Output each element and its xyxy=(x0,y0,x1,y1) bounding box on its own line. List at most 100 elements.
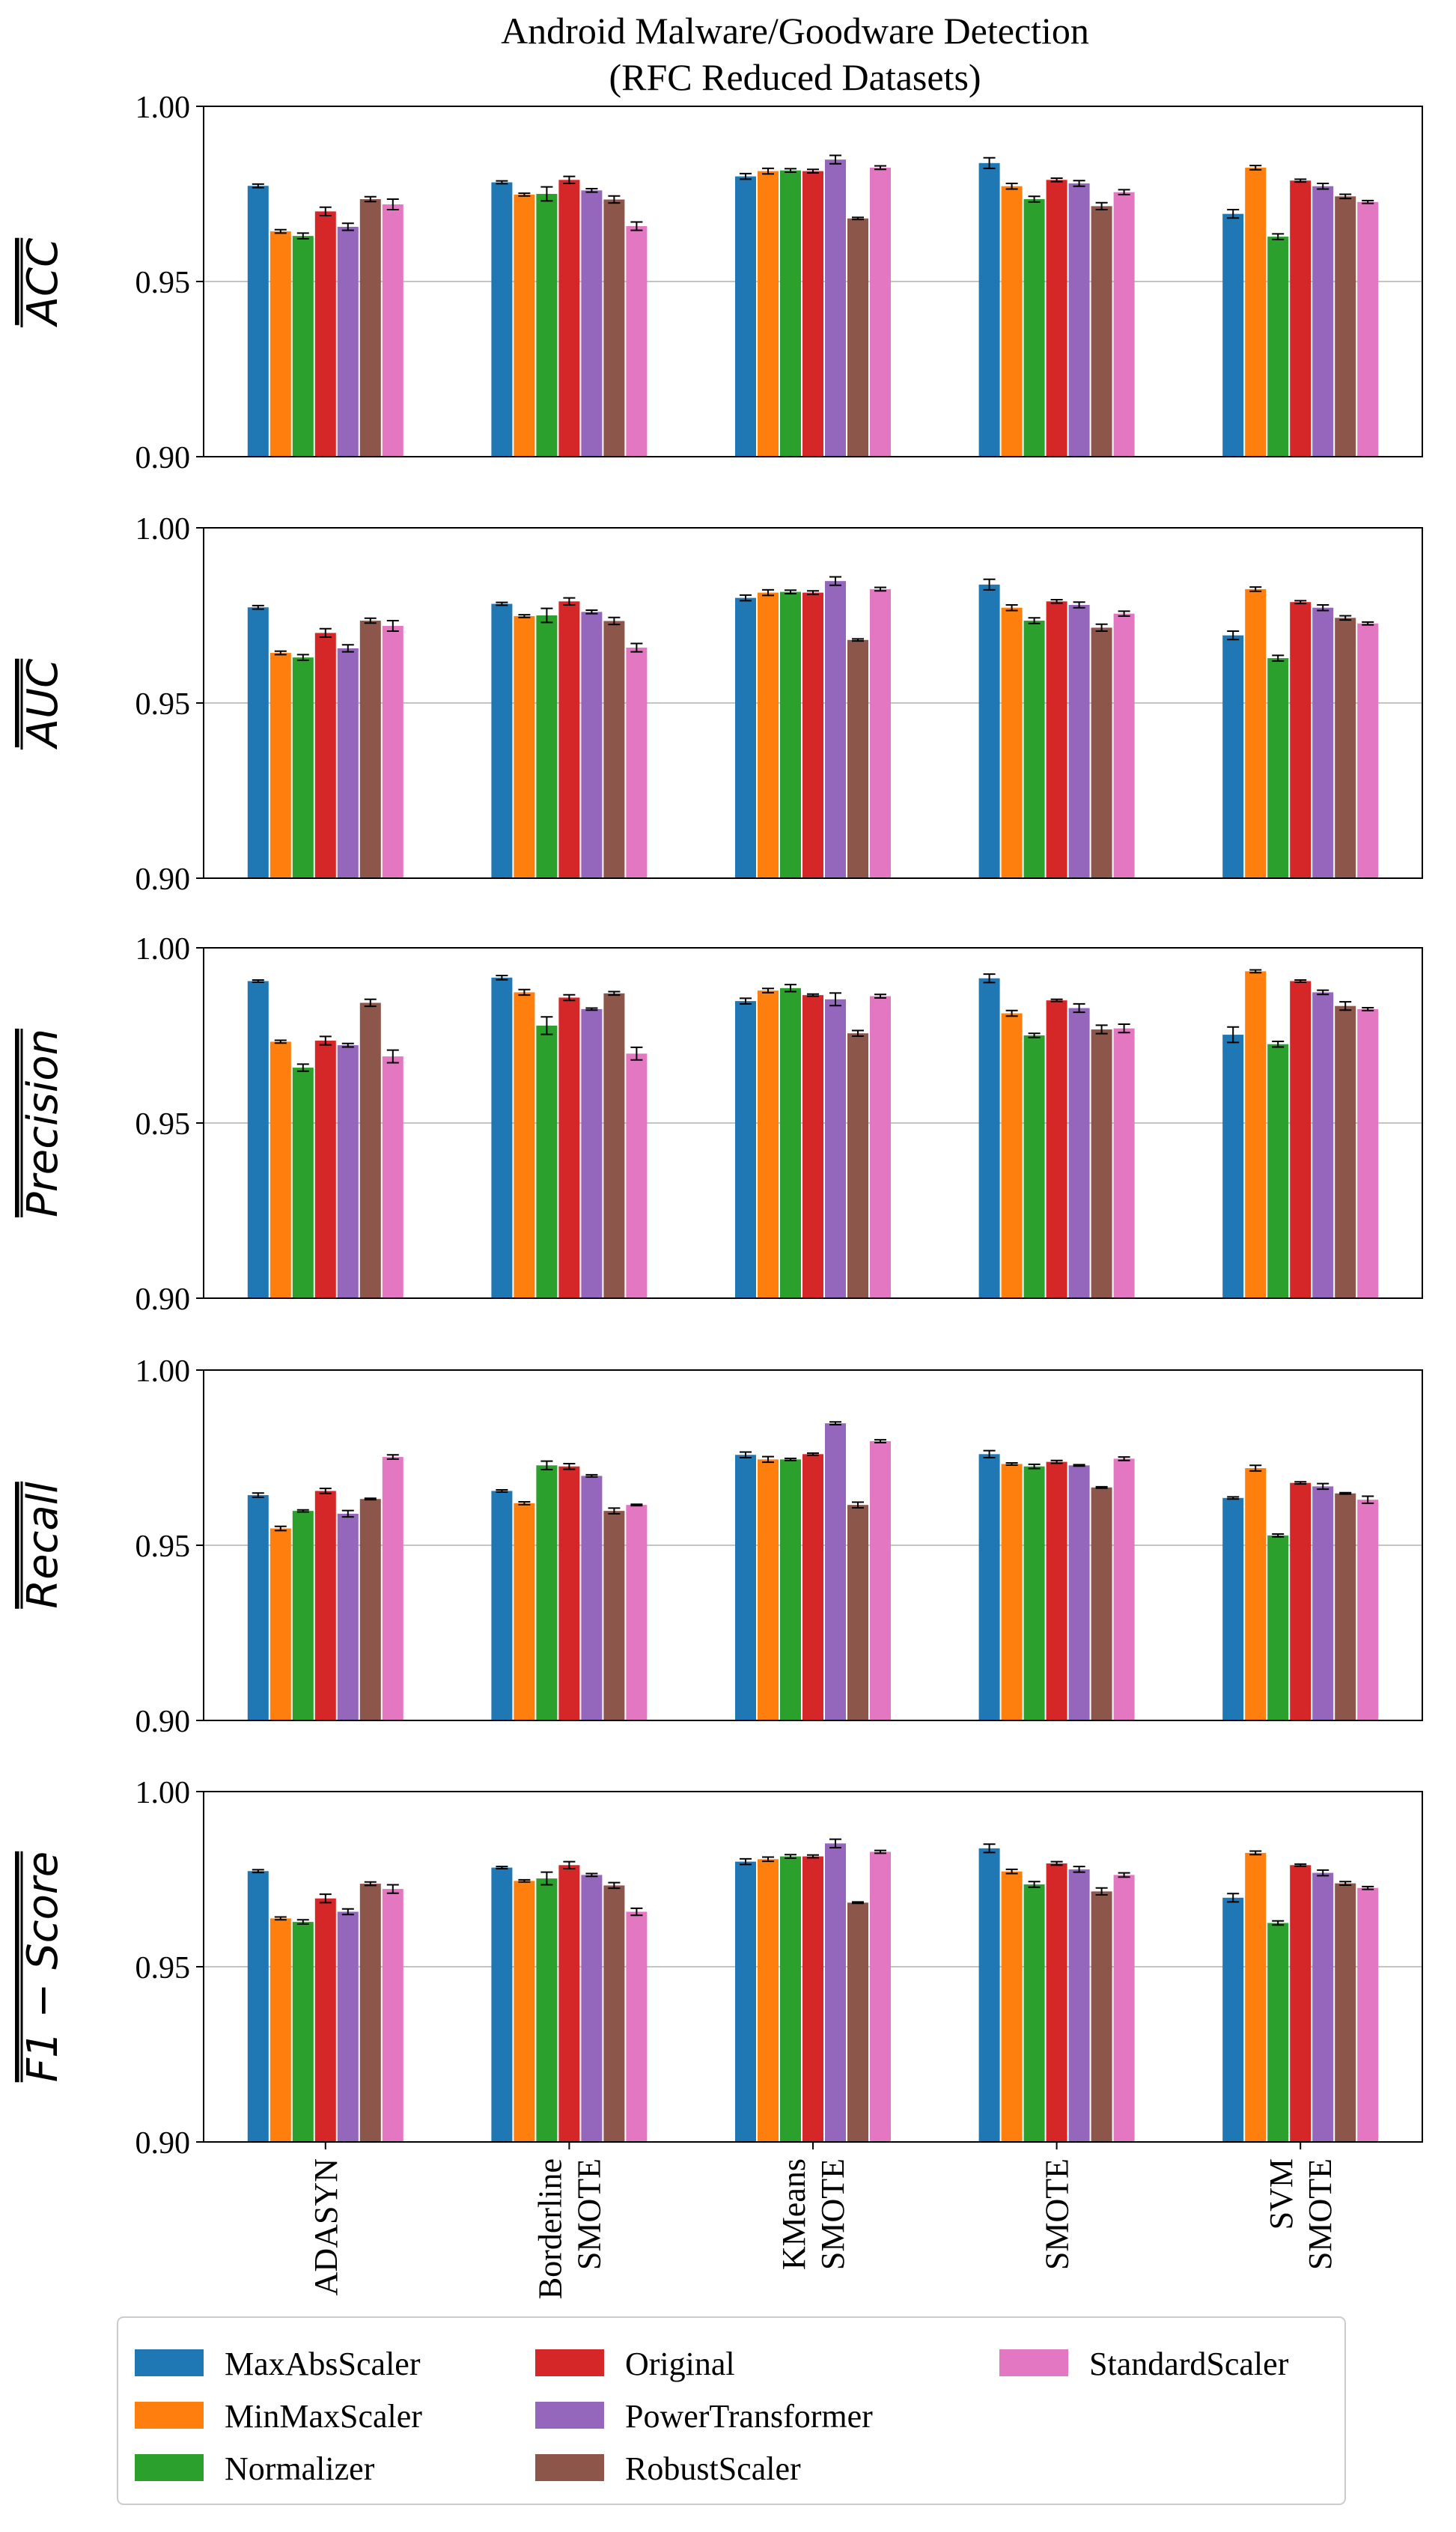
bar-kmeans-smote-minmaxscaler xyxy=(758,990,779,1298)
y-tick-label: 1.00 xyxy=(135,1354,191,1389)
bar-adasyn-original xyxy=(314,1898,336,2142)
y-axis-label: AUC xyxy=(19,659,67,749)
bar-adasyn-original xyxy=(314,1041,336,1298)
bar-svm-smote-normalizer xyxy=(1267,1535,1289,1720)
y-tick-label: 1.00 xyxy=(135,1776,191,1810)
bar-svm-smote-standardscaler xyxy=(1357,1500,1379,1720)
bar-adasyn-maxabsscaler xyxy=(247,607,269,878)
bar-svm-smote-robustscaler xyxy=(1335,618,1356,878)
y-tick-label: 1.00 xyxy=(135,91,191,125)
bar-adasyn-maxabsscaler xyxy=(247,1495,269,1720)
bar-svm-smote-powertransformer xyxy=(1312,1872,1334,2142)
bar-borderline-smote-original xyxy=(558,601,580,878)
bar-borderline-smote-minmaxscaler xyxy=(514,992,535,1298)
bar-smote-normalizer xyxy=(1023,621,1045,878)
bar-borderline-smote-normalizer xyxy=(536,194,558,457)
y-axis-label: F1 − Score xyxy=(19,1851,67,2082)
bar-smote-powertransformer xyxy=(1068,604,1090,878)
bar-smote-normalizer xyxy=(1023,1466,1045,1720)
bar-borderline-smote-maxabsscaler xyxy=(491,182,513,457)
bar-borderline-smote-powertransformer xyxy=(581,190,603,457)
bar-borderline-smote-maxabsscaler xyxy=(491,1867,513,2142)
bar-kmeans-smote-normalizer xyxy=(780,591,801,878)
bar-adasyn-powertransformer xyxy=(337,1911,359,2142)
bar-svm-smote-standardscaler xyxy=(1357,1008,1379,1298)
bar-smote-standardscaler xyxy=(1113,192,1135,457)
bar-smote-original xyxy=(1046,1000,1067,1298)
bar-adasyn-powertransformer xyxy=(337,1513,359,1720)
bar-smote-robustscaler xyxy=(1091,627,1112,878)
bar-borderline-smote-minmaxscaler xyxy=(514,615,535,878)
bar-borderline-smote-original xyxy=(558,997,580,1298)
bar-borderline-smote-original xyxy=(558,1466,580,1720)
x-tick-label-borderline-smote: SMOTE xyxy=(570,2158,607,2270)
bar-kmeans-smote-powertransformer xyxy=(825,581,846,878)
bar-kmeans-smote-minmaxscaler xyxy=(758,171,779,457)
bar-kmeans-smote-normalizer xyxy=(780,1856,801,2142)
bar-adasyn-original xyxy=(314,633,336,878)
bar-smote-normalizer xyxy=(1023,199,1045,457)
bar-kmeans-smote-robustscaler xyxy=(847,1902,868,2142)
bar-borderline-smote-robustscaler xyxy=(603,1511,625,1720)
bar-smote-powertransformer xyxy=(1068,1008,1090,1298)
bar-smote-maxabsscaler xyxy=(978,162,1000,457)
x-tick-label-kmeans-smote: KMeans xyxy=(776,2158,812,2270)
bar-svm-smote-powertransformer xyxy=(1312,1486,1334,1720)
bar-smote-standardscaler xyxy=(1113,613,1135,878)
bar-kmeans-smote-original xyxy=(802,171,823,457)
chart-title-line1: Android Malware/Goodware Detection xyxy=(501,10,1089,52)
bar-svm-smote-maxabsscaler xyxy=(1222,1897,1244,2142)
bar-adasyn-minmaxscaler xyxy=(269,231,291,457)
bar-kmeans-smote-original xyxy=(802,995,823,1298)
bar-smote-maxabsscaler xyxy=(978,1454,1000,1720)
bar-kmeans-smote-original xyxy=(802,1454,823,1720)
y-tick-label: 0.90 xyxy=(135,1282,191,1317)
legend-swatch-original xyxy=(535,2349,604,2376)
chart-panels: 0.90 0.95 1.00 ACC 0.90 0.95 1.00 AUC 0.90 0.95 1.… xyxy=(19,91,1423,2161)
bar-smote-normalizer xyxy=(1023,1035,1045,1298)
bar-borderline-smote-robustscaler xyxy=(603,621,625,878)
bar-adasyn-original xyxy=(314,211,336,457)
bar-smote-robustscaler xyxy=(1091,1891,1112,2142)
bar-kmeans-smote-standardscaler xyxy=(870,588,891,878)
y-tick-label: 0.90 xyxy=(135,1705,191,1739)
bar-kmeans-smote-minmaxscaler xyxy=(758,1459,779,1720)
panel-f1-score: 0.90 0.95 1.00 F1 − Score xyxy=(19,1776,1423,2161)
bar-borderline-smote-minmaxscaler xyxy=(514,1881,535,2142)
bar-borderline-smote-maxabsscaler xyxy=(491,1491,513,1720)
bar-adasyn-minmaxscaler xyxy=(269,1528,291,1720)
bar-smote-minmaxscaler xyxy=(1001,607,1023,878)
bar-adasyn-powertransformer xyxy=(337,648,359,878)
bar-smote-original xyxy=(1046,1461,1067,1720)
bar-kmeans-smote-maxabsscaler xyxy=(735,1455,756,1720)
legend: MaxAbsScaler MinMaxScaler Normalizer Origin… xyxy=(117,2316,1346,2505)
bar-kmeans-smote-powertransformer xyxy=(825,999,846,1298)
y-axis-label: Precision xyxy=(19,1029,67,1217)
bar-borderline-smote-normalizer xyxy=(536,615,558,878)
bar-smote-robustscaler xyxy=(1091,206,1112,457)
x-tick-labels: ADASYN Borderline SMOTE KMeans SMOTE SMOTE SVM… xyxy=(308,2142,1338,2299)
bar-borderline-smote-maxabsscaler xyxy=(491,603,513,878)
bar-adasyn-powertransformer xyxy=(337,1045,359,1298)
bar-kmeans-smote-normalizer xyxy=(780,170,801,457)
x-tick-label-svm-smote: SVM xyxy=(1263,2158,1300,2230)
y-axis-label: ACC xyxy=(19,238,67,328)
bar-adasyn-original xyxy=(314,1491,336,1720)
bar-borderline-smote-robustscaler xyxy=(603,1885,625,2142)
bar-borderline-smote-standardscaler xyxy=(626,226,648,457)
legend-label-standardscaler: StandardScaler xyxy=(1089,2346,1289,2382)
bar-smote-original xyxy=(1046,1863,1067,2142)
bar-kmeans-smote-maxabsscaler xyxy=(735,1861,756,2142)
y-axis-label: Recall xyxy=(19,1482,67,1609)
panel-precision: 0.90 0.95 1.00 Precision xyxy=(19,932,1423,1317)
bar-smote-powertransformer xyxy=(1068,1869,1090,2142)
bar-svm-smote-powertransformer xyxy=(1312,186,1334,457)
bar-borderline-smote-normalizer xyxy=(536,1878,558,2142)
panel-recall: 0.90 0.95 1.00 Recall xyxy=(19,1354,1423,1739)
bar-adasyn-robustscaler xyxy=(359,1499,381,1720)
bar-smote-standardscaler xyxy=(1113,1028,1135,1298)
bar-svm-smote-minmaxscaler xyxy=(1245,588,1267,878)
bar-smote-normalizer xyxy=(1023,1884,1045,2142)
y-tick-label: 0.90 xyxy=(135,2126,191,2161)
y-tick-label: 0.90 xyxy=(135,441,191,475)
